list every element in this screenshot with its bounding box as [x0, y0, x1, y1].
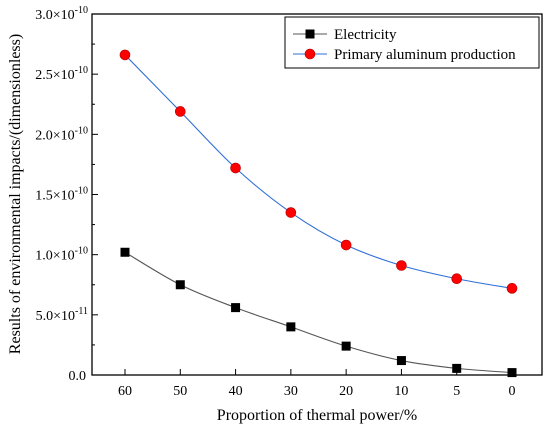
y-tick-label-6: 3.0×10-10: [35, 5, 88, 23]
x-axis-title: Proportion of thermal power/%: [217, 407, 417, 424]
y-axis: 0.0 5.0×10-11 1.0×10-10 1.5×10-10 2.0×10-10 2…: [35, 5, 98, 384]
plot-area: [91, 13, 543, 376]
data-point-electricity-1: [175, 280, 185, 290]
data-point-electricity-4: [341, 341, 351, 351]
data-point-primary-aluminum-production-1: [174, 106, 186, 117]
x-tick-label-3: 30: [284, 384, 298, 399]
series-layer: [119, 49, 518, 378]
data-point-primary-aluminum-production-7: [506, 283, 518, 294]
legend-label-electricity: Electricity: [334, 27, 397, 43]
legend-marker-primary-aluminum: [304, 48, 316, 60]
data-point-primary-aluminum-production-3: [285, 207, 297, 218]
x-tick-label-4: 20: [339, 384, 353, 399]
data-point-primary-aluminum-production-2: [230, 162, 241, 174]
x-tick-label-5: 10: [394, 384, 408, 399]
data-point-primary-aluminum-production-5: [396, 260, 407, 271]
data-point-electricity-3: [286, 322, 296, 332]
x-tick-label-6: 5: [453, 384, 460, 399]
x-tick-label-2: 40: [229, 384, 243, 399]
data-point-primary-aluminum-production-4: [340, 239, 352, 251]
data-point-electricity-6: [452, 363, 462, 373]
data-point-electricity-5: [396, 356, 406, 366]
y-tick-label-5: 2.5×10-10: [35, 65, 88, 83]
data-point-primary-aluminum-production-0: [119, 49, 131, 61]
x-tick-label-0: 60: [118, 384, 132, 399]
x-tick-label-1: 50: [173, 384, 187, 399]
data-point-primary-aluminum-production-6: [451, 273, 463, 285]
y-tick-label-0: 0.0: [69, 369, 87, 384]
y-tick-label-3: 1.5×10-10: [35, 186, 88, 204]
y-tick-label-2: 1.0×10-10: [35, 246, 88, 264]
data-point-electricity-0: [120, 247, 130, 257]
y-axis-title: Results of environmental impacts/(dimens…: [7, 34, 24, 354]
legend: Electricity Primary aluminum production: [284, 16, 540, 69]
y-tick-label-4: 2.0×10-10: [35, 125, 88, 143]
legend-label-primary-aluminum: Primary aluminum production: [334, 47, 516, 63]
x-axis: 60 50 40 30 20 10 5 0: [118, 369, 516, 399]
legend-marker-electricity: [305, 29, 315, 39]
legend-box: [284, 16, 540, 69]
y-tick-label-1: 5.0×10-11: [36, 306, 88, 324]
data-point-electricity-2: [231, 303, 241, 313]
x-tick-label-7: 0: [509, 384, 516, 399]
data-point-electricity-7: [507, 368, 517, 378]
